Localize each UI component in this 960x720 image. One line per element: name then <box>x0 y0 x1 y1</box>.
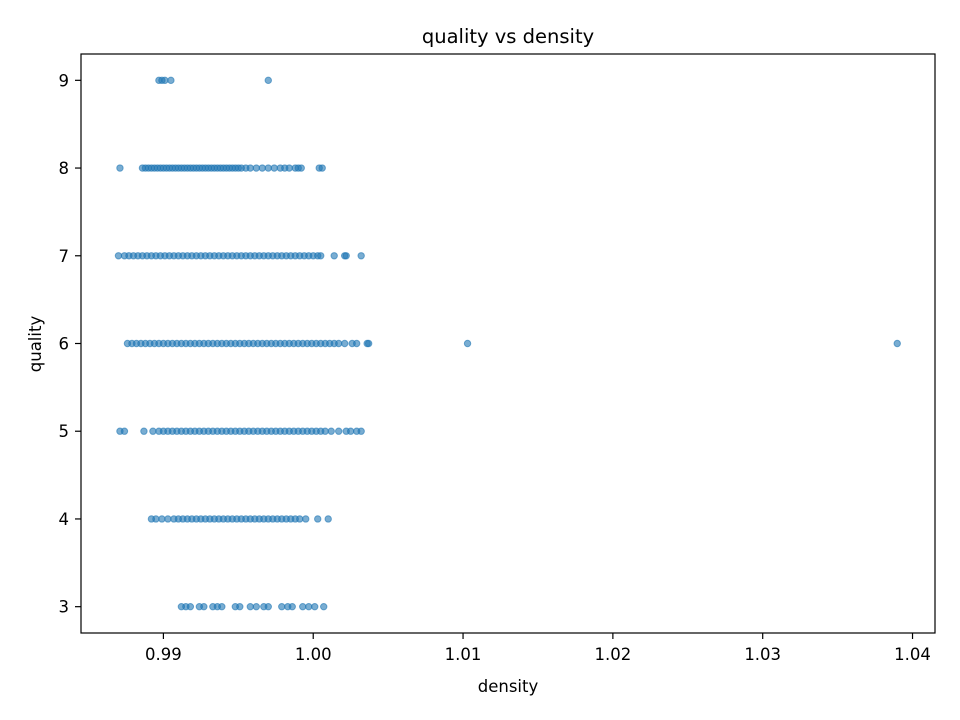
scatter-point <box>264 76 272 85</box>
scatter-point <box>357 427 365 435</box>
scatter-point <box>120 427 129 435</box>
scatter-point <box>161 76 169 85</box>
scatter-point <box>246 164 255 172</box>
scatter-point <box>318 164 326 172</box>
y-tick-label: 5 <box>59 422 70 441</box>
scatter-point <box>893 339 901 348</box>
scatter-point <box>236 602 244 611</box>
chart-title: quality vs density <box>422 25 594 48</box>
scatter-point <box>278 602 286 611</box>
scatter-point <box>285 164 293 172</box>
scatter-point <box>305 602 313 611</box>
x-tick-label: 1.02 <box>595 645 632 664</box>
scatter-point <box>296 515 304 523</box>
scatter-point <box>463 339 472 348</box>
y-axis: 3 4 5 6 7 8 9 <box>59 71 81 617</box>
scatter-point <box>264 164 272 172</box>
scatter-point <box>252 164 260 172</box>
scatter-point <box>327 427 335 435</box>
x-tick-label: 0.99 <box>145 645 182 664</box>
scatter-point <box>357 252 365 260</box>
scatter-point <box>352 339 361 348</box>
points-layer <box>114 76 901 611</box>
scatter-point <box>302 515 310 523</box>
scatter-point <box>314 515 322 523</box>
scatter-point <box>258 164 266 172</box>
x-axis: 0.99 1.00 1.01 1.02 1.03 1.04 <box>145 633 931 664</box>
scatter-point <box>320 602 328 611</box>
scatter-point <box>152 515 160 523</box>
scatter-point <box>299 602 307 611</box>
x-axis-label: density <box>478 677 539 696</box>
scatter-point <box>330 252 338 260</box>
scatter-point <box>288 602 296 611</box>
y-tick-label: 7 <box>59 247 70 266</box>
scatter-point <box>342 252 350 260</box>
scatter-point <box>200 602 208 611</box>
x-tick-label: 1.04 <box>894 645 931 664</box>
x-tick-label: 1.03 <box>744 645 781 664</box>
scatter-point <box>364 339 373 348</box>
scatter-point <box>158 515 166 523</box>
y-tick-label: 4 <box>59 510 70 529</box>
scatter-point <box>140 427 148 435</box>
y-tick-label: 9 <box>59 71 70 90</box>
scatter-point <box>264 602 272 611</box>
scatter-point <box>246 602 255 611</box>
x-tick-label: 1.00 <box>295 645 332 664</box>
scatter-point <box>317 252 325 260</box>
scatter-point <box>297 164 305 172</box>
scatter-point <box>270 164 278 172</box>
y-axis-label: quality <box>26 316 45 373</box>
scatter-point <box>116 164 124 172</box>
scatter-point <box>340 339 349 348</box>
scatter-point <box>335 427 343 435</box>
scatter-point <box>186 602 195 611</box>
y-tick-label: 8 <box>59 159 70 178</box>
scatter-point <box>321 427 329 435</box>
scatter-point <box>346 427 355 435</box>
scatter-point <box>311 602 319 611</box>
scatter-point <box>335 339 343 348</box>
x-tick-label: 1.01 <box>445 645 482 664</box>
scatter-point <box>114 252 123 260</box>
scatter-point <box>218 602 226 611</box>
scatter-point <box>164 515 172 523</box>
scatter-point <box>324 515 332 523</box>
scatter-point <box>149 427 157 435</box>
y-tick-label: 3 <box>59 598 70 617</box>
scatter-point <box>252 602 260 611</box>
y-tick-label: 6 <box>59 335 70 354</box>
scatter-point <box>167 76 175 85</box>
